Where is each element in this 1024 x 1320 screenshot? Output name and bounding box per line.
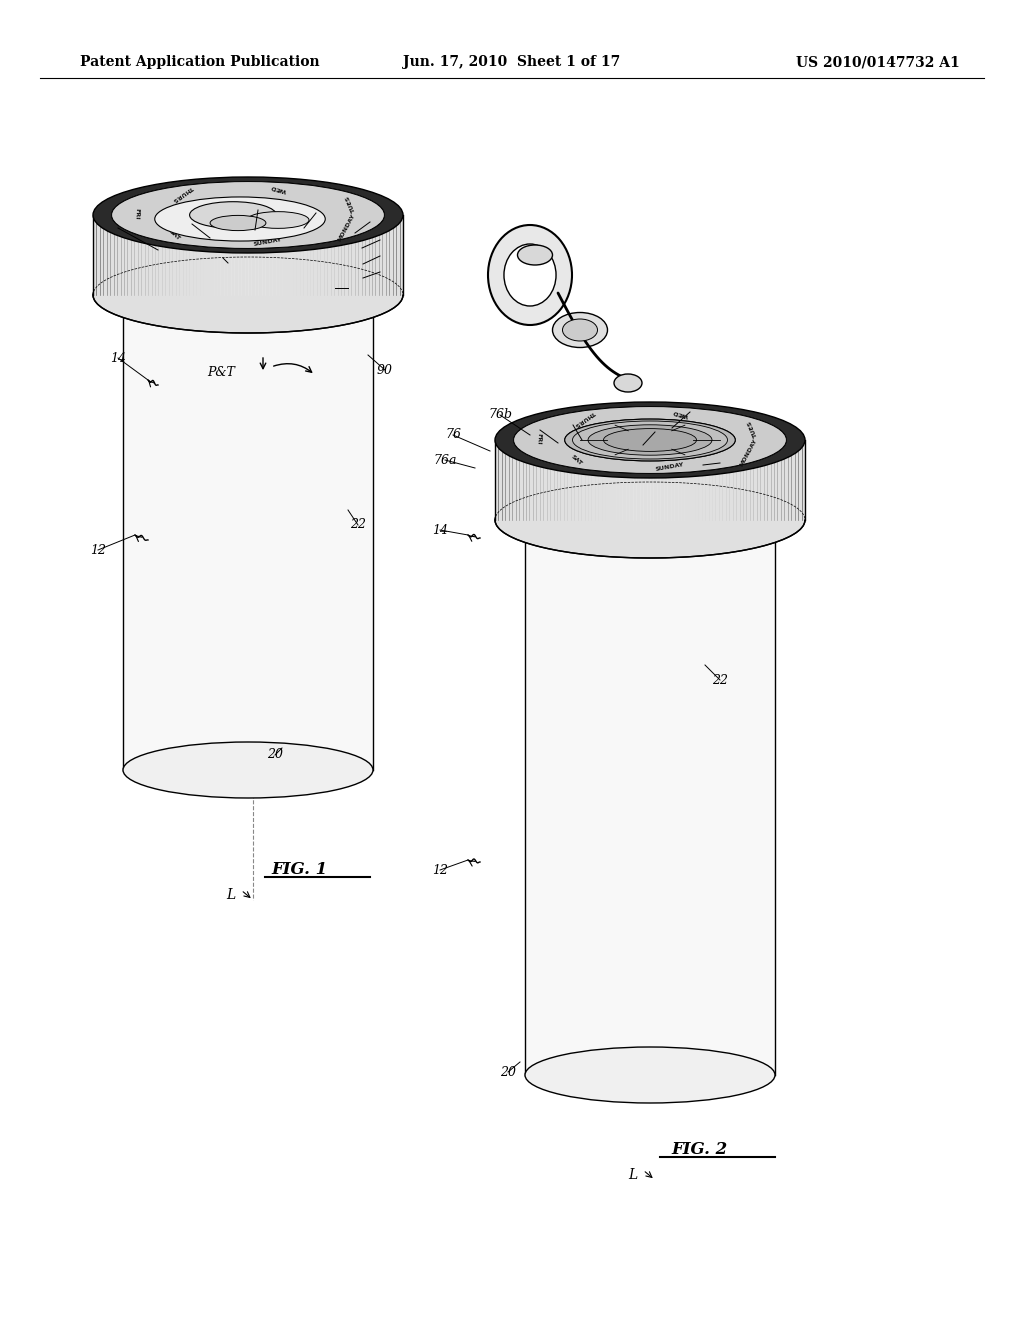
Text: 76a: 76a xyxy=(433,454,457,466)
Text: 22: 22 xyxy=(350,519,366,532)
Text: MONDAY: MONDAY xyxy=(738,438,758,467)
Ellipse shape xyxy=(614,374,642,392)
Ellipse shape xyxy=(514,407,786,474)
Text: FRI: FRI xyxy=(536,433,542,445)
Bar xyxy=(123,300,373,770)
Text: 71: 71 xyxy=(215,252,231,264)
Text: 16: 16 xyxy=(184,218,200,231)
Ellipse shape xyxy=(514,407,786,474)
Ellipse shape xyxy=(553,313,607,347)
Ellipse shape xyxy=(495,482,805,558)
Ellipse shape xyxy=(488,224,572,325)
Text: 20: 20 xyxy=(267,748,283,762)
Text: TUES: TUES xyxy=(345,195,356,214)
Ellipse shape xyxy=(525,1047,775,1104)
Text: SAT: SAT xyxy=(569,454,583,467)
Text: 12: 12 xyxy=(90,544,106,557)
Text: 94: 94 xyxy=(372,249,388,263)
Text: Jun. 17, 2010  Sheet 1 of 17: Jun. 17, 2010 Sheet 1 of 17 xyxy=(403,55,621,69)
Text: SAT: SAT xyxy=(168,230,180,242)
Text: 40: 40 xyxy=(250,203,266,216)
Ellipse shape xyxy=(517,246,553,265)
Bar xyxy=(525,525,775,1074)
Ellipse shape xyxy=(93,257,403,333)
Ellipse shape xyxy=(495,403,805,478)
Text: FIG. 1: FIG. 1 xyxy=(272,862,328,879)
Text: Patent Application Publication: Patent Application Publication xyxy=(80,55,319,69)
Bar xyxy=(495,440,805,520)
Text: 90: 90 xyxy=(377,363,393,376)
Text: US 2010/0147732 A1: US 2010/0147732 A1 xyxy=(797,55,961,69)
Ellipse shape xyxy=(603,429,696,451)
Text: 76: 76 xyxy=(445,429,461,441)
Text: 12: 12 xyxy=(432,863,449,876)
Ellipse shape xyxy=(189,202,276,228)
Ellipse shape xyxy=(112,182,384,248)
Ellipse shape xyxy=(565,418,735,461)
Text: TUES: TUES xyxy=(748,420,759,438)
Text: SUNDAY: SUNDAY xyxy=(654,462,684,473)
Ellipse shape xyxy=(112,182,384,248)
Text: 14: 14 xyxy=(432,524,449,536)
Text: 44: 44 xyxy=(565,418,581,432)
Text: 94: 94 xyxy=(712,457,728,470)
Text: THURS: THURS xyxy=(573,409,596,426)
Ellipse shape xyxy=(93,177,403,253)
Text: 81: 81 xyxy=(372,265,388,279)
Text: 94: 94 xyxy=(308,206,324,219)
Ellipse shape xyxy=(155,197,326,242)
Text: 76: 76 xyxy=(340,281,356,294)
Ellipse shape xyxy=(123,272,373,327)
Text: 20: 20 xyxy=(500,1065,516,1078)
Text: WED: WED xyxy=(269,183,287,193)
Text: P&T: P&T xyxy=(207,367,234,380)
Text: 10: 10 xyxy=(682,405,698,418)
Text: 18: 18 xyxy=(647,425,663,438)
Text: THURS: THURS xyxy=(172,183,195,202)
Text: L: L xyxy=(629,1168,638,1181)
Ellipse shape xyxy=(247,211,309,228)
Ellipse shape xyxy=(572,421,727,459)
Ellipse shape xyxy=(565,418,735,461)
Text: MONDAY: MONDAY xyxy=(337,214,355,243)
Ellipse shape xyxy=(504,244,556,306)
Text: 16: 16 xyxy=(532,424,548,437)
Ellipse shape xyxy=(525,498,775,553)
Ellipse shape xyxy=(562,319,597,341)
Text: 18: 18 xyxy=(362,215,378,228)
Text: 10: 10 xyxy=(110,222,126,235)
Text: SUNDAY: SUNDAY xyxy=(253,238,283,247)
Bar xyxy=(93,215,403,294)
Ellipse shape xyxy=(210,215,266,231)
Text: L: L xyxy=(226,888,236,902)
Text: FIG. 2: FIG. 2 xyxy=(672,1142,728,1159)
Ellipse shape xyxy=(123,742,373,799)
Text: 90: 90 xyxy=(372,234,388,247)
Text: 22: 22 xyxy=(712,673,728,686)
Text: 14: 14 xyxy=(110,351,126,364)
Ellipse shape xyxy=(588,425,712,455)
Text: 76b: 76b xyxy=(488,408,512,421)
Text: FRI: FRI xyxy=(134,207,139,219)
Text: WED: WED xyxy=(672,409,689,418)
